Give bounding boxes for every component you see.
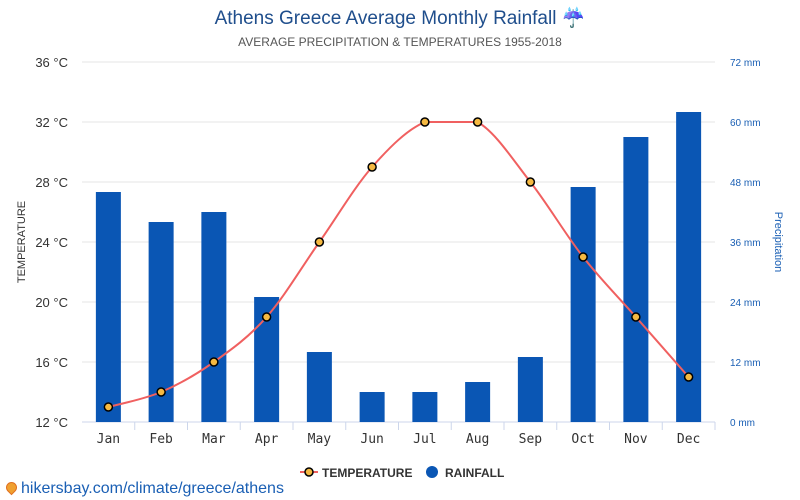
rainfall-bar xyxy=(676,112,702,422)
temperature-point xyxy=(261,312,272,322)
temperature-point xyxy=(156,387,166,397)
footer-link-text[interactable]: hikersbay.com/climate/greece/athens xyxy=(21,480,284,497)
map-pin-icon xyxy=(3,479,20,496)
y-tick-left: 20 °C xyxy=(35,295,68,310)
x-tick-label: Nov xyxy=(624,432,648,447)
rainfall-bar xyxy=(359,392,385,422)
temperature-point xyxy=(420,117,430,127)
y-tick-left: 32 °C xyxy=(35,115,68,130)
y-tick-left: 28 °C xyxy=(35,175,68,190)
y-tick-left: 16 °C xyxy=(35,355,68,370)
y-axis-label-left: TEMPERATURE xyxy=(16,201,28,283)
temperature-point xyxy=(209,357,219,367)
legend-temperature-marker xyxy=(304,467,314,477)
x-tick-label: Mar xyxy=(202,432,226,447)
y-axis-label-right: Precipitation xyxy=(772,212,784,273)
x-tick-label: Jan xyxy=(97,432,120,447)
temperature-point xyxy=(683,372,694,382)
rainfall-bar xyxy=(570,187,596,422)
y-tick-left: 12 °C xyxy=(35,415,68,430)
rainfall-bar xyxy=(465,382,491,422)
temperature-point xyxy=(314,237,325,247)
y-tick-right: 48 mm xyxy=(730,178,761,189)
y-tick-right: 0 mm xyxy=(730,418,755,429)
y-tick-right: 24 mm xyxy=(730,298,761,309)
rainfall-bar xyxy=(95,192,121,422)
rainfall-bar xyxy=(412,392,438,422)
rainfall-bar xyxy=(623,137,649,422)
y-tick-right: 36 mm xyxy=(730,238,761,249)
rainfall-bar xyxy=(306,352,332,422)
footer-link[interactable]: hikersbay.com/climate/greece/athens xyxy=(3,479,284,498)
rainfall-bar xyxy=(517,357,543,422)
chart-title: Athens Greece Average Monthly Rainfall ☔ xyxy=(0,6,800,30)
x-tick-label: Dec xyxy=(677,432,700,447)
y-tick-right: 12 mm xyxy=(730,358,761,369)
chart-subtitle: AVERAGE PRECIPITATION & TEMPERATURES 195… xyxy=(238,35,562,49)
temperature-point xyxy=(472,117,483,127)
x-tick-label: Aug xyxy=(466,432,489,447)
legend-rainfall-marker xyxy=(426,466,438,478)
temperature-line xyxy=(108,121,690,408)
y-tick-right: 60 mm xyxy=(730,118,761,129)
y-tick-left: 24 °C xyxy=(35,235,68,250)
y-tick-left: 36 °C xyxy=(35,55,68,70)
x-tick-label: Sep xyxy=(519,432,543,447)
title-text: Athens Greece Average Monthly Rainfall xyxy=(214,8,557,29)
temperature-point xyxy=(578,252,588,262)
x-tick-label: Feb xyxy=(149,432,173,447)
y-tick-right: 72 mm xyxy=(730,58,761,69)
temperature-point xyxy=(525,177,536,187)
umbrella-rain-icon: ☔ xyxy=(561,8,586,29)
x-tick-label: May xyxy=(308,432,332,447)
x-tick-label: Oct xyxy=(571,432,594,447)
x-tick-label: Apr xyxy=(255,432,279,447)
legend-temperature-label: TEMPERATURE xyxy=(322,466,412,480)
legend-rainfall-label: RAINFALL xyxy=(445,466,504,480)
x-tick-label: Jun xyxy=(360,432,383,447)
rainfall-bar xyxy=(201,212,227,422)
temperature-point xyxy=(103,402,114,412)
temperature-point xyxy=(367,162,377,172)
temperature-point xyxy=(631,312,641,322)
x-tick-label: Jul xyxy=(413,432,436,447)
